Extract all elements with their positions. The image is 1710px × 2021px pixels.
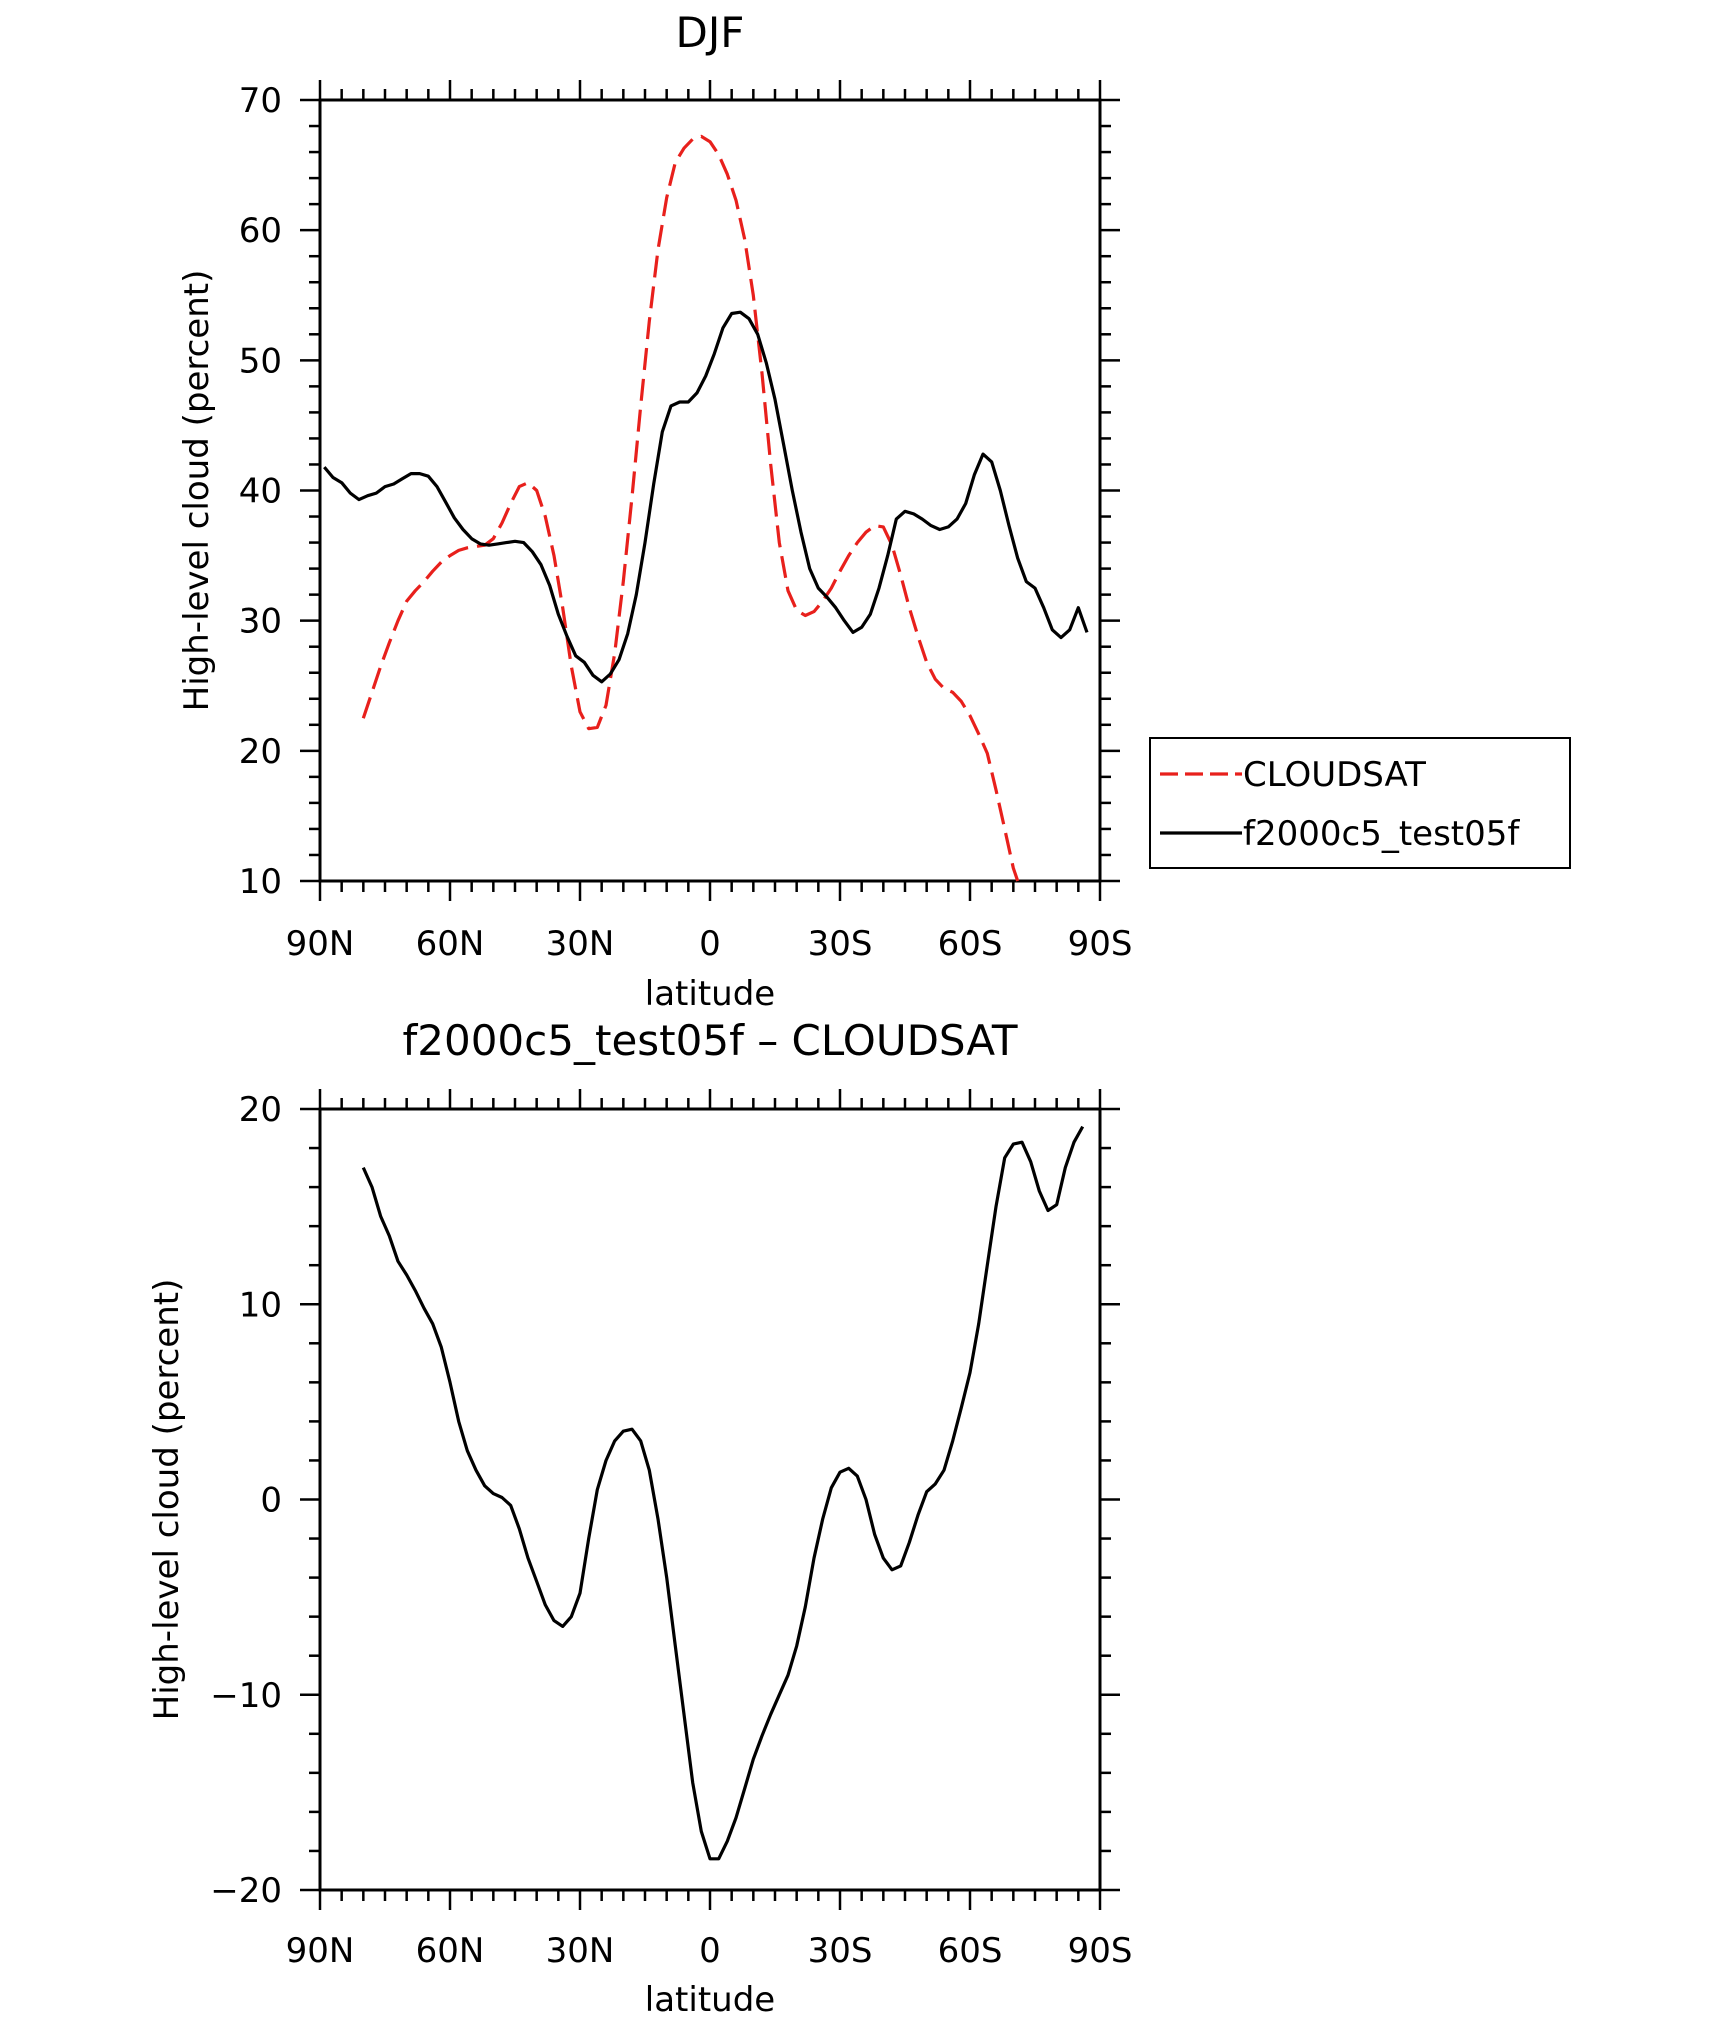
chart-djf: DJF 90N 60N 30N 0 30S 60S 90S 10 20 30 40 50 60 70 lati… [177, 8, 1571, 1014]
y-tick-label: 10 [239, 862, 282, 902]
legend-entry-label: CLOUDSAT [1243, 755, 1426, 795]
x-tick-label: 90N [286, 924, 355, 964]
legend: CLOUDSAT f2000c5_test05f [1149, 737, 1571, 869]
y-axis-label: High-level cloud (percent) [147, 1279, 187, 1721]
x-tick-label: 90S [1068, 924, 1133, 964]
chart-difference: f2000c5_test05f – CLOUDSAT 90N 60N 30N 0 30S 6… [147, 1016, 1132, 2020]
x-tick-label: 90N [286, 1931, 355, 1971]
x-tick-label: 30S [808, 924, 873, 964]
chart-title: f2000c5_test05f – CLOUDSAT [402, 1016, 1017, 1065]
y-axis-label: High-level cloud (percent) [177, 270, 217, 712]
legend-box [1149, 737, 1571, 869]
y-tick-label: 60 [239, 211, 282, 251]
y-tick-label: 30 [239, 602, 282, 642]
x-axis-label: latitude [645, 1980, 775, 2020]
y-tick-label: −20 [210, 1871, 282, 1911]
series-line-0 [361, 1125, 1085, 1861]
x-axis-label: latitude [645, 974, 775, 1014]
y-tick-label: 50 [239, 341, 282, 381]
y-tick-label: 40 [239, 472, 282, 512]
x-tick-label: 0 [699, 1931, 721, 1971]
x-tick-label: 60S [938, 1931, 1003, 1971]
y-tick-label: 0 [260, 1481, 282, 1521]
chart-title: DJF [676, 8, 745, 57]
legend-entry-label: f2000c5_test05f [1243, 814, 1520, 854]
y-tick-label: 70 [239, 81, 282, 121]
x-tick-label: 30N [546, 1931, 615, 1971]
series-line-1 [323, 310, 1089, 684]
x-tick-label: 60N [416, 924, 485, 964]
y-tick-label: 20 [239, 732, 282, 772]
plot-frame [318, 1107, 1102, 1892]
y-tick-label: 20 [239, 1090, 282, 1130]
x-tick-label: 90S [1068, 1931, 1133, 1971]
x-tick-label: 0 [699, 924, 721, 964]
x-tick-label: 30S [808, 1931, 873, 1971]
x-tick-label: 60S [938, 924, 1003, 964]
y-tick-label: 10 [239, 1285, 282, 1325]
series-line-0 [361, 134, 1020, 882]
x-tick-label: 30N [546, 924, 615, 964]
x-tick-label: 60N [416, 1931, 485, 1971]
y-tick-label: −10 [210, 1676, 282, 1716]
plot-frame [318, 98, 1102, 883]
